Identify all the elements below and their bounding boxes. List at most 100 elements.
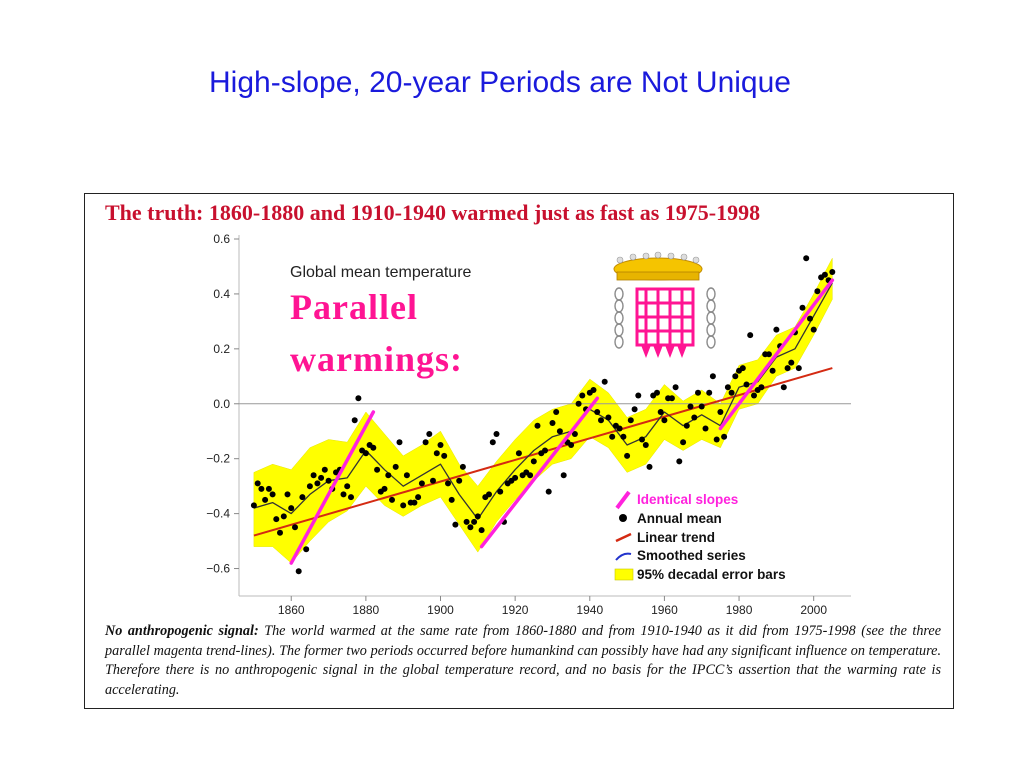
annual-mean-point (680, 439, 687, 446)
annual-mean-point (273, 516, 280, 523)
annual-mean-point (672, 384, 679, 391)
legend-label-slopes: Identical slopes (637, 492, 738, 507)
y-tick-label: −0.2 (206, 452, 230, 466)
x-tick-label: 1920 (502, 603, 529, 614)
identical-slope-line (289, 410, 376, 565)
annual-mean-point (739, 365, 746, 372)
annual-mean-point (717, 409, 724, 415)
smoothed-series-layer (253, 282, 833, 520)
annual-mean-point (646, 463, 653, 470)
annual-mean-point (467, 524, 474, 531)
annual-mean-point (415, 494, 422, 501)
annual-mean-point (545, 488, 552, 495)
annual-mean-point (269, 491, 276, 498)
legend-label-linear: Linear trend (637, 530, 715, 545)
y-tick-label: 0.0 (213, 397, 230, 411)
annual-mean-point (277, 529, 283, 536)
annual-mean-point (512, 474, 519, 481)
annual-mean-point (515, 450, 522, 457)
annual-mean-point (463, 518, 470, 525)
y-tick-label: 0.4 (213, 287, 230, 301)
chart-subtitle: Global mean temperature (290, 264, 472, 281)
annual-mean-point (594, 409, 601, 415)
legend-swatch-annual (619, 514, 627, 522)
annual-mean-point (721, 433, 728, 440)
annual-mean-point (474, 513, 481, 520)
annual-mean-point (773, 326, 780, 333)
annual-mean-point (441, 452, 448, 459)
temperature-chart: 0.6 0.4 0.2 0.0 −0.2 −0.4 −0.6 1860 1880 1900 1920… (206, 232, 851, 614)
annual-mean-point (426, 431, 433, 437)
y-tick-label: −0.4 (206, 507, 230, 521)
y-tick-label: −0.6 (206, 562, 230, 576)
annual-mean-point (258, 485, 265, 492)
annual-mean-point (620, 433, 627, 440)
tick-label-layer: 0.6 0.4 0.2 0.0 −0.2 −0.4 −0.6 1860 1880 1900 1920… (206, 232, 827, 614)
annual-mean-point (668, 395, 675, 402)
annual-mean-point (265, 485, 272, 492)
legend-swatch-linear (615, 532, 632, 543)
error-band-layer (253, 258, 833, 564)
annual-mean-point (598, 417, 604, 424)
annual-mean-point (698, 403, 705, 410)
annual-mean-point (418, 480, 425, 487)
annual-mean-point (310, 472, 317, 479)
annual-mean-point (403, 472, 410, 479)
annual-mean-point (392, 463, 399, 470)
annual-mean-point (456, 477, 463, 484)
annual-mean-point (724, 384, 731, 391)
annual-mean-point (448, 496, 455, 503)
annual-mean-point (780, 384, 787, 391)
annual-mean-point (803, 255, 810, 262)
annual-mean-point (542, 447, 548, 454)
annual-mean-point (568, 442, 575, 448)
annual-mean-point (751, 392, 757, 399)
annual-mean-point (534, 422, 541, 429)
annual-mean-point (758, 384, 765, 391)
annual-mean-point (254, 480, 261, 487)
x-tick-label: 1980 (726, 603, 753, 614)
annual-mean-point (676, 458, 683, 465)
annual-mean-point (411, 499, 418, 506)
y-tick-label: 0.2 (213, 342, 230, 356)
legend-label-band: 95% decadal error bars (637, 567, 786, 582)
annual-mean-point (430, 477, 436, 484)
annual-mean-point (687, 403, 694, 410)
annual-mean-point (288, 505, 295, 512)
x-tick-label: 1940 (576, 603, 603, 614)
annual-mean-point (370, 444, 377, 451)
x-tick-label: 2000 (800, 603, 827, 614)
annual-mean-point (728, 389, 735, 396)
annual-mean-point (489, 439, 496, 446)
annual-mean-point (635, 392, 642, 399)
x-tick-label: 1880 (353, 603, 380, 614)
legend-swatch-slopes (615, 490, 631, 510)
annual-mean-point (306, 483, 313, 490)
annual-mean-point (530, 458, 537, 465)
annual-mean-point (325, 477, 332, 484)
annual-mean-point (683, 422, 690, 429)
x-tick-label: 1860 (278, 603, 305, 614)
annual-mean-point (303, 546, 310, 553)
annual-mean-point (702, 425, 709, 432)
annual-mean-point (590, 387, 597, 393)
slide-title: High-slope, 20-year Periods are Not Uniq… (209, 66, 791, 99)
annual-mean-point (631, 406, 638, 413)
annual-mean-point (292, 524, 298, 531)
annual-mean-point (799, 304, 806, 311)
annual-mean-point (433, 450, 440, 457)
error-band (253, 258, 833, 564)
identical-slope-line (479, 396, 599, 549)
annual-mean-point (459, 463, 466, 470)
annual-mean-point (299, 494, 306, 501)
annual-mean-point (295, 568, 302, 575)
annual-mean-point (344, 483, 351, 490)
annual-mean-layer (250, 255, 836, 575)
annual-mean-point (747, 332, 754, 339)
annual-mean-point (400, 502, 407, 509)
annual-mean-point (814, 288, 821, 295)
annual-mean-point (642, 442, 649, 448)
annual-mean-point (571, 431, 578, 437)
annual-mean-point (340, 491, 347, 498)
annual-mean-point (691, 414, 698, 421)
